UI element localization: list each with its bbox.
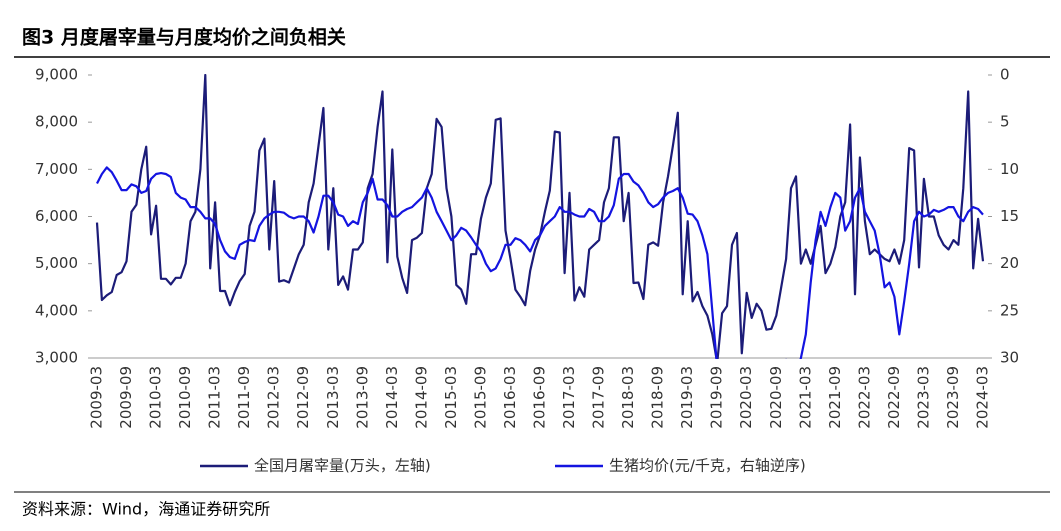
x-tick-label: 2011-03 — [206, 366, 224, 429]
x-tick-label: 2012-03 — [265, 366, 283, 429]
x-tick-label: 2014-09 — [412, 366, 430, 429]
y-tick-label: 9,000 — [35, 66, 78, 84]
x-tick-label: 2009-03 — [88, 366, 106, 429]
x-tick-label: 2023-09 — [944, 366, 962, 429]
plot-area — [95, 74, 985, 359]
x-tick-label: 2019-09 — [708, 366, 726, 429]
y2-tick-label: 20 — [1000, 254, 1019, 272]
x-tick-label: 2021-03 — [796, 366, 814, 429]
x-tick-label: 2010-03 — [147, 366, 165, 429]
y-tick-label: 8,000 — [35, 113, 78, 131]
y2-tick-label: 0 — [1000, 66, 1010, 84]
x-tick-label: 2018-09 — [649, 366, 667, 429]
y2-tick-label: 10 — [1000, 160, 1019, 178]
x-tick-label: 2024-03 — [974, 366, 992, 429]
chart-title: 图3 月度屠宰量与月度均价之间负相关 — [22, 26, 346, 49]
x-tick-label: 2012-09 — [294, 366, 312, 429]
x-tick-label: 2023-03 — [914, 366, 932, 429]
x-tick-label: 2020-09 — [767, 366, 785, 429]
x-tick-label: 2022-09 — [885, 366, 903, 429]
y-tick-label: 7,000 — [35, 160, 78, 178]
y2-tick-label: 5 — [1000, 113, 1010, 131]
series-line — [96, 166, 984, 359]
y-tick-label: 4,000 — [35, 301, 78, 319]
x-tick-label: 2014-03 — [383, 366, 401, 429]
x-tick-label: 2016-03 — [501, 366, 519, 429]
source: 资料来源：Wind，海通证券研究所 — [22, 500, 270, 519]
x-tick-label: 2017-03 — [560, 366, 578, 429]
x-tick-label: 2010-09 — [176, 366, 194, 429]
x-tick-label: 2013-09 — [353, 366, 371, 429]
x-tick-label: 2018-03 — [619, 366, 637, 429]
x-tick-label: 2009-09 — [117, 366, 135, 429]
x-tick-label: 2016-09 — [531, 366, 549, 429]
x-tick-label: 2019-03 — [678, 366, 696, 429]
x-tick-label: 2013-03 — [324, 366, 342, 429]
x-tick-label: 2017-09 — [590, 366, 608, 429]
x-tick-label: 2011-09 — [235, 366, 253, 429]
y2-tick-label: 30 — [1000, 349, 1019, 367]
y-tick-label: 5,000 — [35, 254, 78, 272]
y2-tick-label: 25 — [1000, 301, 1019, 319]
x-tick-label: 2022-03 — [855, 366, 873, 429]
x-tick-label: 2021-09 — [826, 366, 844, 429]
legend-label: 生猪均价(元/千克，右轴逆序) — [609, 457, 806, 475]
x-tick-label: 2015-09 — [471, 366, 489, 429]
x-tick-label: 2020-03 — [737, 366, 755, 429]
x-tick-label: 2015-03 — [442, 366, 460, 429]
y2-tick-label: 15 — [1000, 207, 1019, 225]
y-tick-label: 6,000 — [35, 207, 78, 225]
legend-label: 全国月屠宰量(万头，左轴) — [254, 457, 431, 475]
y-tick-label: 3,000 — [35, 349, 78, 367]
